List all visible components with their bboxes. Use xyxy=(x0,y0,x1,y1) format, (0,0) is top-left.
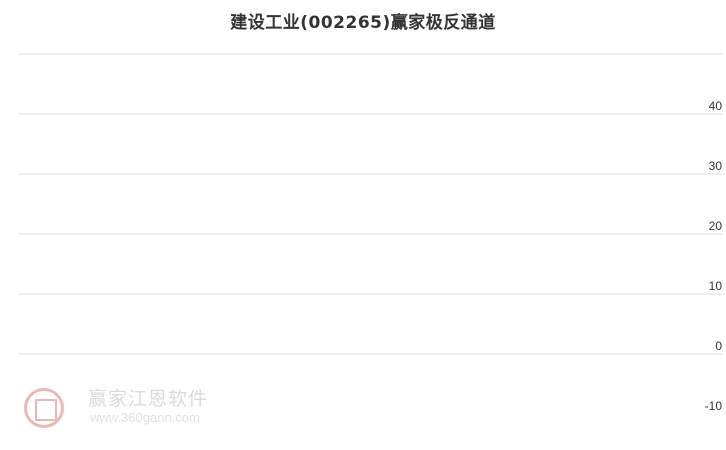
watermark-url: www.360gann.com xyxy=(90,410,200,425)
y-tick-label: 0 xyxy=(715,339,722,353)
watermark: 赢家江恩软件 www.360gann.com xyxy=(16,386,236,430)
y-tick-label: 10 xyxy=(709,279,723,293)
y-tick-label: 30 xyxy=(709,159,723,173)
y-tick-label: 40 xyxy=(709,99,723,113)
y-tick-label: -10 xyxy=(705,399,723,413)
chart-title: 建设工业(002265)赢家极反通道 xyxy=(230,13,496,33)
watermark-seal-icon xyxy=(24,388,64,428)
watermark-brand: 赢家江恩软件 xyxy=(88,388,209,410)
y-tick-label: 20 xyxy=(709,219,723,233)
